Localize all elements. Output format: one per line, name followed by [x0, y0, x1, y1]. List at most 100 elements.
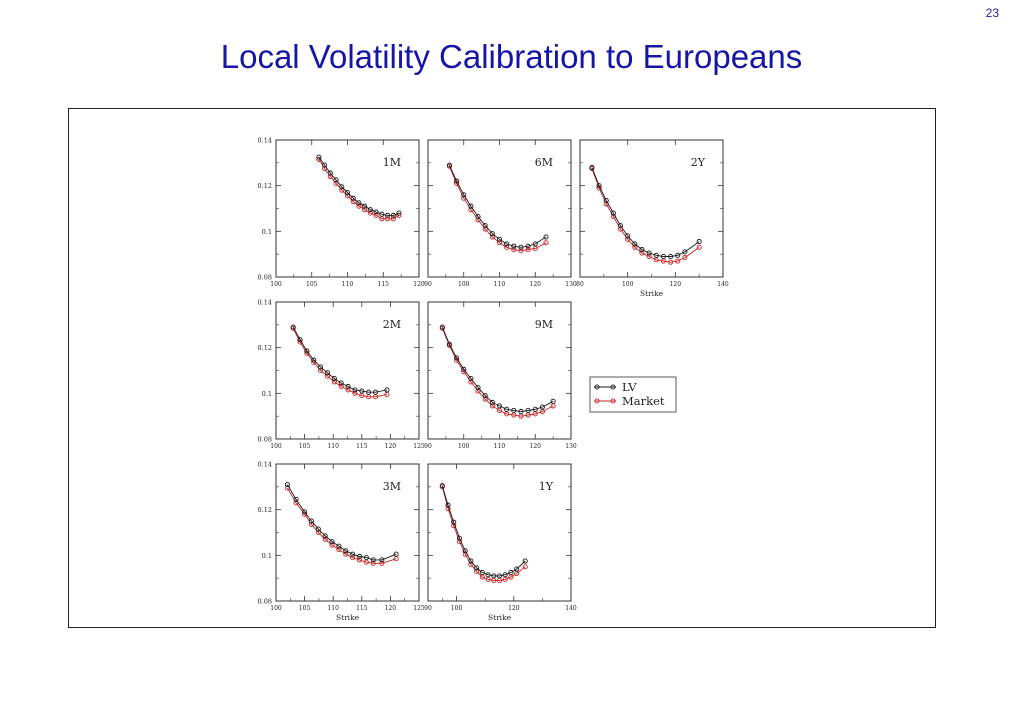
- x-tick-label: 115: [356, 605, 368, 612]
- panel-6m: 90 100 110 120 130 6M: [424, 139, 577, 288]
- panel-2m: 100 105 110 115 120 125 0.14 0.12 0.1 0.08 2M: [258, 299, 425, 451]
- data-point-market: [367, 210, 373, 216]
- data-point-lv: [454, 178, 460, 184]
- x-axis-title: Strike: [336, 613, 360, 622]
- legend-label: Market: [622, 394, 665, 408]
- data-point-lv: [362, 203, 368, 209]
- x-tick-label: 140: [565, 605, 577, 612]
- data-point-lv: [451, 519, 457, 525]
- data-point-lv: [338, 380, 344, 386]
- x-tick-label: 80: [576, 281, 584, 288]
- x-tick-label: 100: [458, 281, 470, 288]
- data-point-market: [518, 248, 524, 254]
- data-point-market: [362, 207, 368, 213]
- data-point-market: [489, 234, 495, 240]
- panel-label: 1Y: [539, 480, 554, 493]
- data-point-lv: [539, 404, 545, 410]
- data-point-lv: [304, 348, 310, 354]
- data-point-market: [324, 373, 331, 379]
- data-point-lv: [496, 573, 503, 579]
- x-tick-label: 125: [413, 605, 425, 612]
- data-point-market: [336, 547, 342, 553]
- y-tick-label: 0.08: [258, 598, 272, 606]
- y-tick-label: 0.12: [258, 506, 272, 514]
- x-tick-label: 125: [413, 443, 425, 450]
- x-tick-label: 110: [327, 443, 339, 450]
- data-point-lv: [482, 393, 488, 399]
- data-point-lv: [322, 162, 328, 168]
- data-point-lv: [660, 253, 666, 260]
- x-tick-label: 105: [299, 443, 311, 450]
- x-tick-label: 120: [385, 443, 397, 450]
- data-point-lv: [489, 231, 495, 237]
- data-point-lv: [525, 407, 531, 414]
- data-point-lv: [367, 207, 373, 213]
- data-point-lv: [345, 383, 351, 390]
- data-point-lv: [485, 572, 491, 578]
- data-point-market: [675, 258, 681, 264]
- data-point-lv: [496, 403, 503, 409]
- x-tick-label: 100: [458, 443, 470, 450]
- series-line-lv: [441, 326, 554, 413]
- legend-box: [589, 376, 677, 413]
- data-point-lv: [372, 389, 379, 395]
- x-tick-label: 100: [270, 605, 282, 612]
- data-point-market: [333, 180, 339, 186]
- data-point-lv: [625, 233, 631, 239]
- page-number: 23: [985, 6, 999, 20]
- data-point-lv: [322, 533, 328, 539]
- data-point-lv: [489, 399, 495, 406]
- x-tick-label: 110: [342, 281, 354, 288]
- data-point-market: [338, 383, 344, 390]
- data-point-market: [356, 203, 362, 209]
- x-tick-label: 100: [270, 281, 282, 288]
- x-tick-label: 110: [327, 605, 339, 612]
- data-point-market: [308, 521, 315, 528]
- data-point-lv: [454, 355, 460, 361]
- series-line-market: [287, 487, 397, 564]
- panel-label: 1M: [383, 156, 401, 169]
- data-point-market: [352, 390, 358, 396]
- data-point-lv: [331, 375, 337, 382]
- data-point-lv: [315, 526, 321, 532]
- series-line-lv: [287, 484, 397, 561]
- x-tick-label: 90: [424, 443, 432, 450]
- data-point-market: [496, 240, 503, 246]
- data-point-lv: [461, 366, 467, 372]
- data-point-lv: [350, 195, 356, 201]
- data-point-lv: [504, 406, 510, 412]
- data-point-lv: [468, 203, 474, 209]
- x-tick-label: 140: [717, 281, 729, 288]
- data-point-market: [344, 193, 351, 199]
- data-point-lv: [468, 375, 474, 382]
- data-point-market: [345, 387, 351, 393]
- x-tick-label: 90: [424, 605, 432, 612]
- figure-frame: [68, 108, 936, 628]
- data-point-lv: [396, 210, 402, 216]
- data-point-market: [474, 568, 480, 574]
- data-point-lv: [379, 211, 385, 217]
- data-point-lv: [508, 569, 514, 576]
- y-tick-label: 0.12: [258, 344, 272, 352]
- data-point-lv: [344, 189, 351, 196]
- y-tick-label: 0.1: [262, 390, 272, 398]
- panel-3m: 100 105 110 115 120 125 0.14 0.12 0.1 0.08 3M Strik…: [258, 461, 425, 623]
- data-point-market: [350, 555, 356, 561]
- data-point-lv: [491, 573, 497, 579]
- data-point-lv: [384, 387, 390, 393]
- legend-marker: [594, 384, 600, 390]
- data-point-lv: [384, 212, 391, 218]
- data-point-lv: [474, 565, 480, 571]
- data-point-lv: [532, 406, 538, 412]
- data-point-lv: [511, 243, 517, 249]
- data-point-lv: [352, 387, 358, 393]
- data-point-market: [327, 173, 333, 180]
- data-point-market: [379, 560, 385, 566]
- x-tick-label: 110: [494, 281, 506, 288]
- x-tick-label: 120: [530, 443, 542, 450]
- data-point-market: [522, 564, 528, 570]
- data-point-lv: [543, 234, 549, 240]
- data-point-market: [475, 388, 481, 394]
- y-tick-label: 0.12: [258, 182, 272, 190]
